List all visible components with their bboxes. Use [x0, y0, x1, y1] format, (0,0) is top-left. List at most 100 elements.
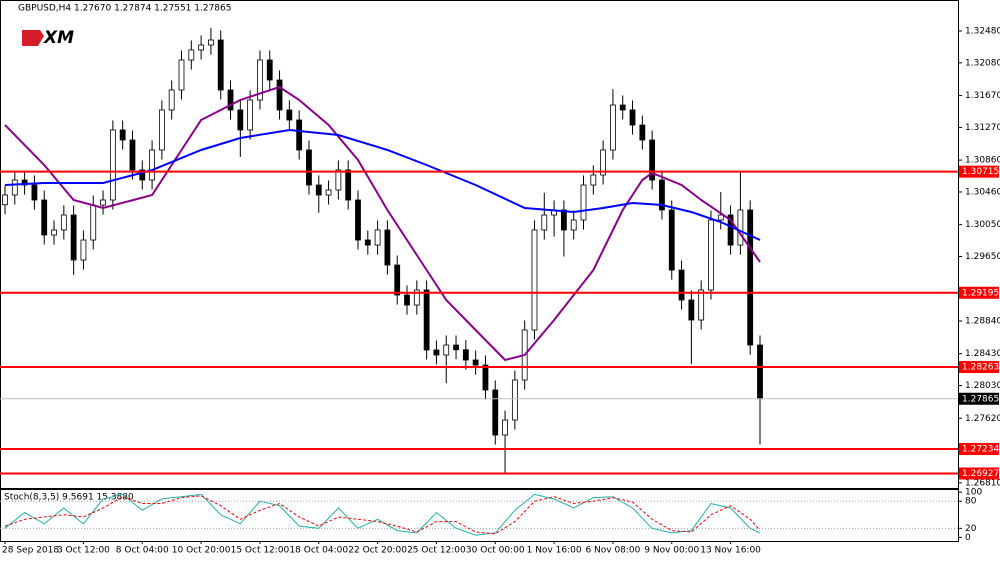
- y-tick-label: 1.31670: [965, 91, 1000, 101]
- candle-body: [266, 59, 273, 81]
- candle-body: [119, 129, 126, 141]
- y-tick-label: 20: [965, 524, 977, 534]
- x-tick-label: 10 Oct 20:00: [172, 546, 231, 556]
- logo-text: XM: [43, 28, 74, 48]
- x-tick-label: 15 Oct 12:00: [231, 546, 290, 556]
- x-tick-label: 6 Nov 08:00: [585, 546, 640, 556]
- candle-body: [384, 229, 391, 266]
- candle-body: [492, 389, 499, 436]
- candle-body: [423, 289, 430, 351]
- level-tag: [959, 467, 999, 480]
- level-label: 1.27234: [962, 445, 999, 455]
- candle-body: [355, 199, 361, 241]
- candle-body: [531, 229, 538, 331]
- last-price-label: 1.27865: [962, 394, 999, 404]
- level-tag: [959, 361, 999, 374]
- candle-body: [413, 289, 420, 306]
- candle-body: [31, 184, 38, 201]
- candle-body: [70, 214, 77, 261]
- candle-body: [188, 49, 195, 61]
- candle-body: [208, 39, 214, 46]
- x-tick-label: 30 Oct 00:00: [466, 546, 525, 556]
- candle-body: [80, 239, 87, 261]
- candle-body: [2, 194, 8, 206]
- level-label: 1.28263: [962, 363, 999, 373]
- x-tick-label: 3 Oct 12:00: [57, 546, 110, 556]
- candle-body: [198, 44, 205, 51]
- candle-body: [462, 349, 469, 361]
- level-label: 1.26927: [962, 469, 999, 479]
- candle-body: [688, 299, 695, 321]
- candle-body: [502, 419, 508, 436]
- candle-body: [541, 214, 548, 231]
- candle-body: [511, 379, 518, 421]
- y-tick-label: 1.30460: [965, 187, 1000, 197]
- level-label: 1.30715: [962, 167, 999, 177]
- candle-body: [472, 359, 479, 366]
- candle-body: [737, 209, 744, 246]
- candle-body: [217, 39, 224, 91]
- candle-body: [629, 109, 636, 126]
- candle-body: [404, 294, 410, 306]
- candle-body: [717, 214, 724, 221]
- level-tag: [959, 443, 999, 456]
- candle-body: [306, 149, 312, 186]
- y-tick-label: 1.28430: [965, 349, 1000, 359]
- candle-body: [757, 344, 763, 400]
- candle-body: [168, 89, 175, 111]
- y-tick-label: 1.27620: [965, 414, 1000, 424]
- x-tick-label: 22 Oct 20:00: [348, 546, 407, 556]
- candle-body: [659, 179, 665, 211]
- candle-body: [394, 264, 401, 296]
- last-price-tag: [959, 392, 999, 405]
- candle-body: [570, 219, 577, 231]
- candle-body: [100, 199, 106, 206]
- x-tick-label: 1 Nov 16:00: [527, 546, 582, 556]
- y-tick-label: 1.32480: [965, 26, 1000, 36]
- candle-body: [227, 89, 234, 111]
- moving-average: [4, 85, 761, 362]
- candle-body: [41, 199, 48, 236]
- y-tick-label: 0: [965, 533, 971, 543]
- candle-body: [286, 109, 293, 121]
- candle-body: [600, 149, 607, 176]
- candle-body: [668, 209, 675, 271]
- candle-body: [364, 239, 371, 246]
- y-tick-label: 1.28030: [965, 381, 1000, 391]
- candle-body: [247, 99, 254, 131]
- level-tag: [959, 286, 999, 299]
- y-tick-label: 1.32080: [965, 58, 1000, 68]
- y-tick-label: 1.31270: [965, 123, 1000, 133]
- x-tick-label: 25 Oct 12:00: [407, 546, 466, 556]
- x-tick-label: 28 Sep 2018: [2, 546, 59, 556]
- y-tick-label: 100: [965, 488, 982, 498]
- y-tick-label: 1.30860: [965, 156, 1000, 166]
- candle-body: [747, 209, 754, 346]
- y-tick-label: 1.26810: [965, 478, 1000, 488]
- logo-mark: [22, 30, 44, 46]
- candle-body: [237, 109, 244, 131]
- x-tick-label: 13 Nov 16:00: [700, 546, 761, 556]
- candle-body: [443, 344, 450, 356]
- y-tick-label: 80: [965, 497, 977, 507]
- candle-body: [678, 269, 685, 301]
- candle-body: [257, 59, 263, 101]
- candle-body: [345, 169, 352, 201]
- candle-body: [51, 229, 57, 236]
- candle-body: [698, 289, 705, 321]
- logo: XM: [22, 28, 74, 48]
- candle-body: [21, 179, 28, 186]
- candle-body: [639, 124, 646, 141]
- stochastic-line: [4, 493, 761, 536]
- candle-body: [109, 129, 116, 201]
- candle-body: [619, 104, 626, 111]
- candle-body: [590, 174, 597, 186]
- candle-body: [482, 364, 489, 391]
- candle-body: [60, 214, 67, 231]
- candle-body: [90, 204, 97, 241]
- candle-body: [139, 169, 146, 181]
- indicator-title: Stoch(8,3,5) 9.5691 15.3880: [4, 493, 134, 503]
- candle-body: [649, 139, 656, 181]
- candle-body: [315, 184, 322, 196]
